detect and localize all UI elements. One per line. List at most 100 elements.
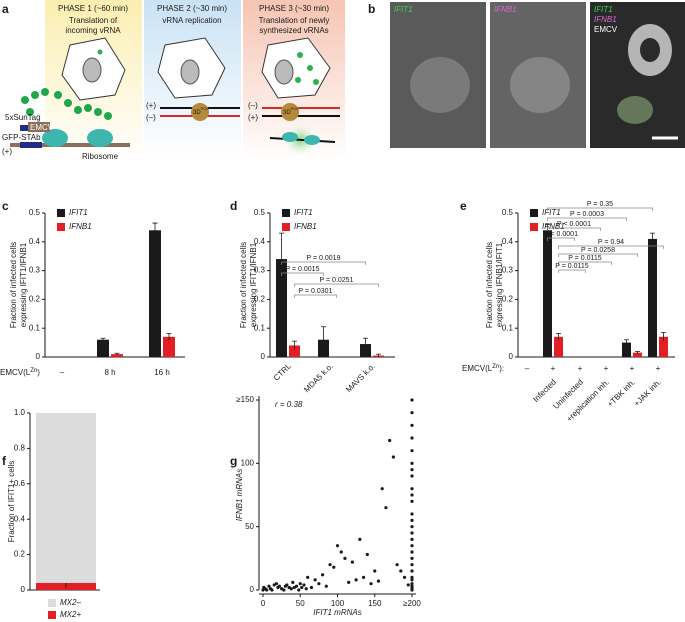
condition-label: + [604, 364, 609, 373]
bracket [558, 253, 638, 257]
y-axis-label: expressing IFIT1/IFNB1 [19, 242, 28, 327]
y-tick-label: 0.4 [14, 514, 26, 523]
cell-signal [617, 96, 653, 124]
p-value: P = 0.0015 [286, 266, 320, 273]
point [410, 582, 414, 586]
phase-title: PHASE 1 (~60 min) [58, 4, 128, 13]
schematic: PHASE 1 (~60 min) Translation of incomin… [2, 0, 345, 161]
y-tick-label: 0.4 [29, 237, 41, 246]
p-value: P = 0.0019 [307, 255, 341, 262]
y-tick-label: 0.4 [502, 237, 514, 246]
polymerase [191, 103, 209, 121]
point [410, 518, 414, 522]
row-label-part: Zn [30, 368, 37, 374]
legend-swatch [530, 209, 538, 217]
error-bar [650, 232, 655, 245]
point [376, 579, 381, 583]
label: GFP-STAb [2, 133, 41, 142]
point [298, 582, 302, 586]
point [324, 584, 328, 588]
point [410, 525, 414, 529]
bar [659, 336, 668, 357]
label: (–) [248, 101, 258, 110]
phase-title: PHASE 3 (~30 min) [259, 4, 329, 13]
point [292, 585, 296, 590]
point [391, 455, 395, 459]
condition-label: + [578, 364, 583, 373]
y-tick-label: 0.1 [502, 323, 514, 332]
point [282, 588, 286, 592]
label: 5xSunTag [5, 113, 41, 122]
x-tick-label: 16 h [154, 368, 170, 377]
error-bar [661, 332, 666, 342]
error-bar [100, 337, 106, 342]
point [410, 575, 414, 579]
point [410, 436, 414, 440]
channel-label: IFNB1 [494, 5, 517, 14]
legend-label: IFIT1 [542, 208, 561, 217]
y-axis-label: Fraction of infected cells [485, 242, 494, 328]
label: (+) [146, 101, 156, 110]
suntag-box [20, 125, 28, 131]
legend-label: IFIT1 [294, 208, 313, 217]
point [277, 584, 281, 588]
bracket [547, 217, 627, 221]
y-tick-label: 0.4 [254, 237, 266, 246]
legend-label: IFNB1 [69, 222, 92, 231]
spot [307, 65, 313, 71]
bar [554, 336, 563, 357]
point [410, 569, 414, 573]
bracket [294, 294, 337, 298]
error-bar [166, 332, 172, 341]
error-bar [292, 340, 297, 350]
point [406, 583, 410, 587]
p-value: P = 0.0003 [570, 211, 604, 218]
error-bar [376, 353, 381, 357]
spot [97, 49, 103, 55]
row-label-part: EMCV(L [0, 368, 31, 377]
legend-label: IFNB1 [294, 222, 317, 231]
p-value: P = 0.0301 [299, 288, 333, 295]
point [361, 575, 366, 579]
point [410, 493, 414, 497]
y-axis-label: Fraction of IFIT1+ cells [7, 461, 16, 543]
y-tick-label: 0.3 [502, 266, 514, 275]
y-tick-label: 0.1 [29, 323, 41, 332]
point [410, 398, 414, 402]
y-axis-label: IFNB1 mRNAs [235, 469, 244, 521]
suntag-box [20, 142, 42, 148]
x-tick-label: +JAK inh. [632, 378, 663, 409]
error-bar [363, 337, 368, 350]
y-tick-label: 0 [36, 352, 41, 361]
y-tick-label: 0.2 [14, 550, 26, 559]
error-bar [635, 351, 640, 354]
bracket [294, 283, 379, 287]
legend-swatch [57, 209, 65, 217]
p-value: P = 0.35 [587, 201, 613, 208]
point [297, 588, 301, 592]
point [410, 512, 414, 516]
bracket [547, 237, 575, 241]
point [332, 565, 336, 569]
x-tick-label: 0 [261, 599, 266, 608]
label: EMCV [30, 123, 54, 132]
y-tick-label: 0.2 [254, 295, 266, 304]
row-label-part: ) [37, 368, 40, 377]
panel-label: d [230, 199, 237, 213]
point [410, 474, 414, 478]
point [410, 563, 414, 567]
label: 3D [193, 110, 201, 116]
panel-label: g [230, 454, 237, 468]
point [263, 587, 267, 591]
bracket [558, 261, 612, 265]
error-bar [152, 222, 158, 238]
x-tick-label: – [60, 368, 65, 377]
point [410, 423, 414, 427]
point [270, 588, 274, 592]
p-value: P = 0.0115 [568, 255, 602, 262]
row-label-part: ): [499, 364, 504, 373]
p-value: P < 0.0001 [544, 231, 578, 238]
legend-label: MX2+ [60, 610, 81, 619]
phase-text: Translation of newly [259, 16, 330, 25]
p-value: P = 0.0115 [555, 263, 589, 270]
